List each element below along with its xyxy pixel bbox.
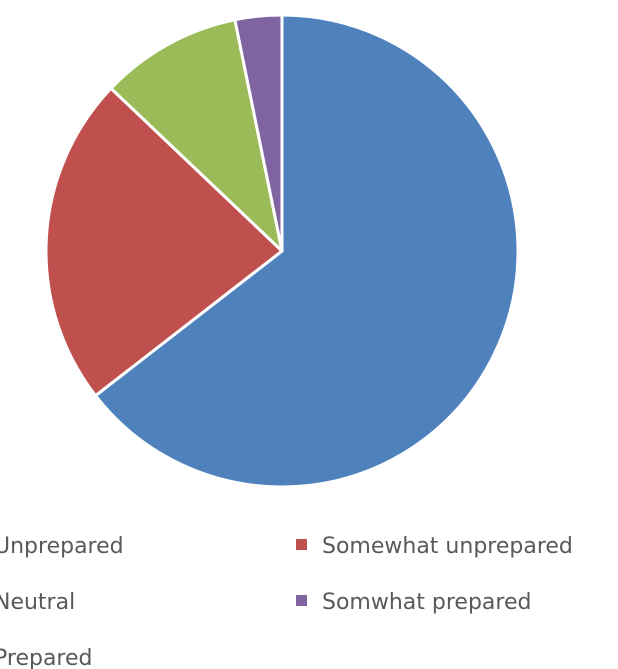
pie-slice-somewhat-unprepared (44, 86, 284, 398)
chart-legend: Unprepared Somewhat unprepared Neutral S… (0, 534, 573, 669)
pie-slice-unprepared (94, 13, 520, 489)
legend-swatch-somewhat-unprepared (296, 539, 307, 550)
legend-swatch-somwhat-prepared (296, 595, 307, 606)
pie-slice-neutral (109, 18, 284, 253)
legend-label-neutral: Neutral (0, 590, 75, 615)
legend-label-prepared: Prepared (0, 646, 92, 669)
legend-label-somewhat-unprepared: Somewhat unprepared (322, 534, 573, 559)
pie-slices (44, 13, 520, 489)
legend-label-unprepared: Unprepared (0, 534, 124, 559)
legend-label-somwhat-prepared: Somwhat prepared (322, 590, 531, 615)
pie-slice-somwhat-prepared (233, 13, 284, 253)
